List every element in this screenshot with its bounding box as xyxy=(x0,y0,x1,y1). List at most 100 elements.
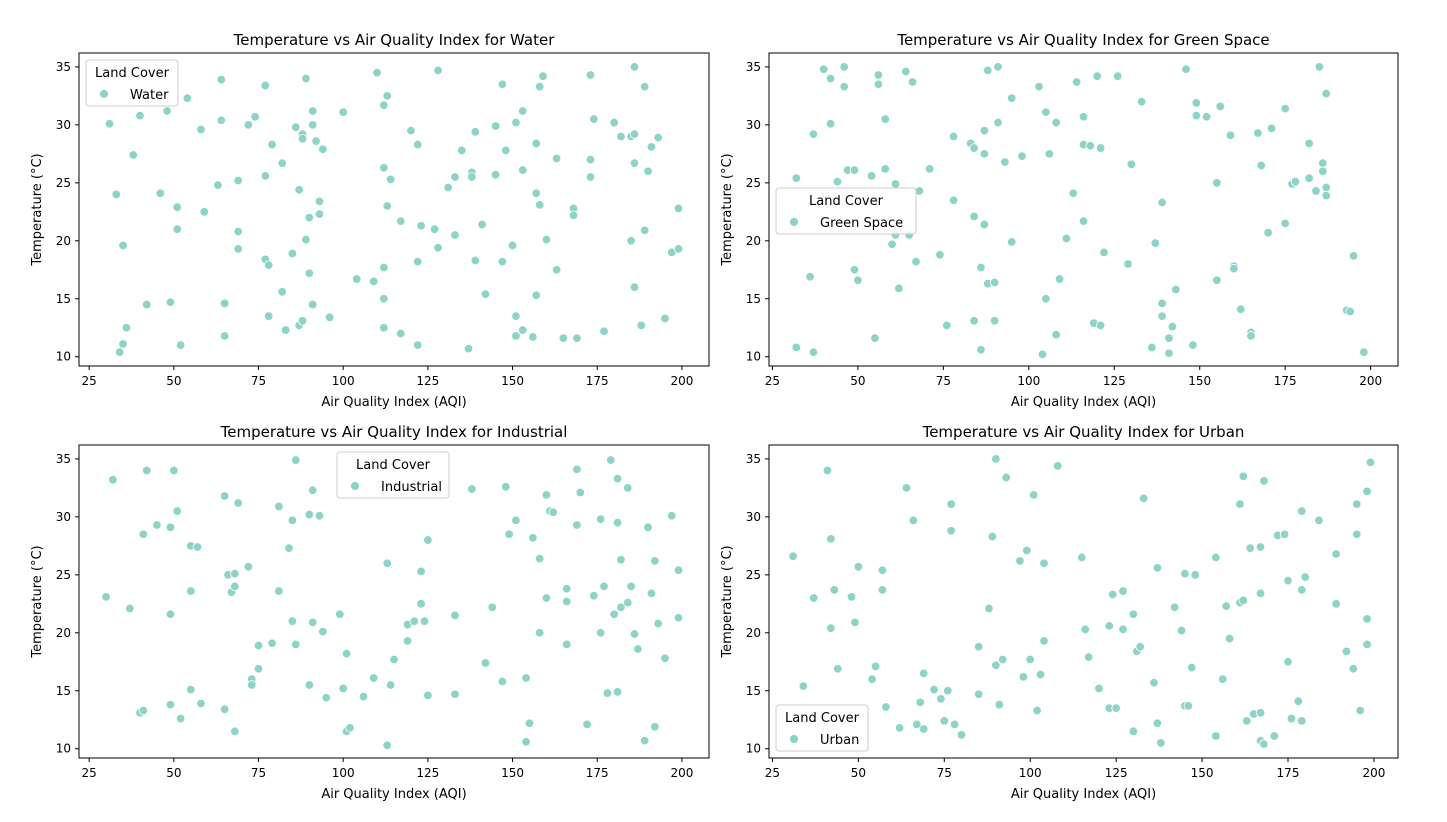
legend: Land Cover Water xyxy=(85,59,179,107)
data-point xyxy=(908,515,919,526)
x-axis-label: Air Quality Index (AQI) xyxy=(321,787,466,802)
x-tick-label: 100 xyxy=(332,766,355,780)
data-point xyxy=(1157,311,1167,321)
data-point xyxy=(1224,633,1235,644)
data-point xyxy=(314,209,325,219)
legend: Land Cover Urban xyxy=(775,704,869,752)
data-point xyxy=(1318,158,1328,168)
data-point xyxy=(396,216,406,226)
data-point xyxy=(518,325,528,335)
chart-title: Temperature vs Air Quality Index for Wat… xyxy=(233,31,556,49)
data-point xyxy=(379,262,389,273)
data-point xyxy=(470,255,480,266)
data-point xyxy=(284,543,294,553)
data-point xyxy=(1280,218,1290,229)
data-point xyxy=(595,628,606,638)
data-point xyxy=(636,320,646,331)
data-point xyxy=(521,673,531,683)
data-point xyxy=(314,196,325,207)
data-point xyxy=(450,172,460,182)
scatter-panel-urban: Temperature vs Air Quality Index for Urb… xyxy=(720,423,1399,802)
legend-title: Land Cover xyxy=(356,458,431,473)
data-point xyxy=(1017,151,1027,161)
data-point xyxy=(1211,731,1221,741)
data-point xyxy=(518,165,528,175)
data-point xyxy=(979,125,990,136)
data-point xyxy=(341,648,352,659)
legend: Land Cover Green Space xyxy=(775,187,917,235)
data-point xyxy=(924,164,935,174)
data-point xyxy=(606,455,616,465)
data-point xyxy=(1007,93,1017,103)
data-point xyxy=(263,311,274,321)
data-point xyxy=(101,592,111,602)
data-point xyxy=(936,694,946,704)
x-tick-label: 50 xyxy=(166,374,181,388)
data-point xyxy=(1253,128,1263,138)
data-point xyxy=(1279,529,1290,539)
data-point xyxy=(969,211,979,222)
x-tick-label: 100 xyxy=(1017,374,1040,388)
data-point xyxy=(121,323,132,333)
data-point xyxy=(1128,609,1139,619)
data-point xyxy=(643,522,653,533)
data-point xyxy=(866,171,877,181)
data-point xyxy=(572,520,582,530)
data-point xyxy=(1293,696,1304,706)
data-point xyxy=(538,71,548,81)
data-point xyxy=(1187,662,1197,673)
data-point xyxy=(243,120,254,130)
data-point xyxy=(915,697,925,708)
legend-marker xyxy=(350,481,360,491)
data-point xyxy=(1164,333,1174,343)
data-point xyxy=(929,684,939,695)
data-point xyxy=(562,584,572,594)
data-point xyxy=(192,542,203,552)
data-point xyxy=(304,509,315,520)
data-point xyxy=(979,219,990,230)
data-point xyxy=(633,644,643,654)
data-point xyxy=(1104,621,1114,631)
x-tick-label: 150 xyxy=(501,374,524,388)
data-point xyxy=(849,165,860,175)
data-point xyxy=(413,139,423,150)
x-tick-label: 175 xyxy=(586,766,609,780)
y-tick-label: 25 xyxy=(746,176,761,190)
data-point xyxy=(1191,98,1202,108)
data-point xyxy=(196,698,206,709)
data-point xyxy=(1078,112,1089,122)
data-point xyxy=(169,465,179,476)
legend-marker xyxy=(789,734,799,744)
data-point xyxy=(1300,572,1310,582)
data-point xyxy=(402,636,413,646)
data-point xyxy=(983,65,993,76)
data-point xyxy=(826,623,836,633)
data-point xyxy=(1180,568,1190,579)
data-point xyxy=(287,515,298,526)
data-point xyxy=(825,73,836,84)
data-point xyxy=(673,613,684,623)
x-tick-label: 75 xyxy=(937,766,952,780)
data-point xyxy=(372,68,382,78)
data-point xyxy=(551,265,562,275)
y-axis-label: Temperature (°C) xyxy=(30,545,45,658)
data-point xyxy=(1286,713,1297,724)
data-point xyxy=(233,498,243,508)
data-point xyxy=(984,603,994,614)
data-point xyxy=(993,62,1003,72)
data-point xyxy=(1183,701,1194,711)
x-tick-label: 150 xyxy=(1188,374,1211,388)
data-point xyxy=(511,331,521,341)
y-tick-label: 15 xyxy=(56,684,71,698)
data-point xyxy=(1025,654,1035,665)
data-point xyxy=(629,62,640,72)
data-point xyxy=(870,333,880,343)
data-point xyxy=(531,290,541,300)
data-point xyxy=(589,591,599,601)
data-point xyxy=(639,225,650,236)
data-point xyxy=(1245,543,1255,553)
data-point xyxy=(368,673,379,683)
data-point xyxy=(562,596,572,607)
data-point xyxy=(511,515,521,526)
data-point xyxy=(1256,160,1266,171)
